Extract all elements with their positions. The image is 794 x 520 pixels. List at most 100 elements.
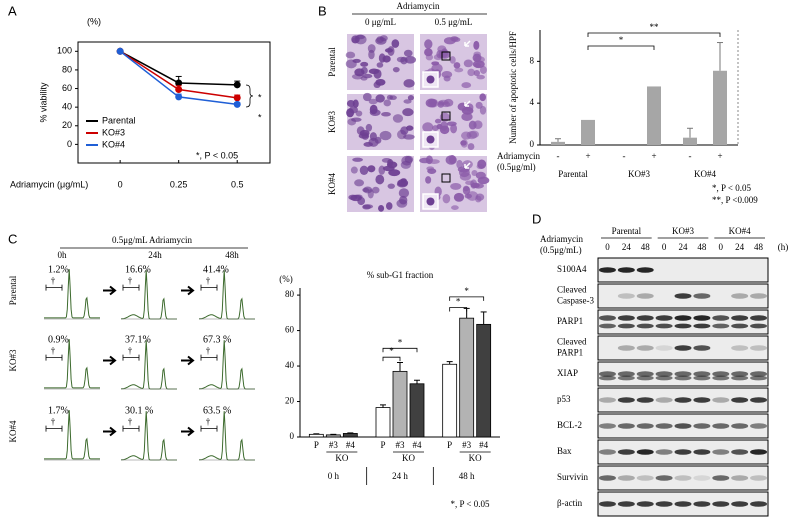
- cell: [479, 65, 487, 74]
- cell: [355, 34, 365, 40]
- column-label: 0h: [58, 250, 68, 260]
- band: [598, 501, 616, 507]
- y-tick-label: 0: [290, 431, 295, 441]
- cell: [422, 122, 434, 133]
- protein-label: PARP1: [557, 348, 583, 358]
- y-axis-label: % viability: [38, 82, 48, 123]
- band: [750, 323, 768, 329]
- row-label: Parental: [8, 275, 18, 305]
- band: [598, 267, 616, 273]
- bar-label: #4: [413, 440, 423, 450]
- cell: [352, 157, 363, 162]
- bar-label: P: [380, 440, 385, 450]
- lane-label: 24: [735, 242, 745, 252]
- data-point: [233, 81, 241, 89]
- band: [693, 315, 711, 321]
- band: [636, 449, 654, 455]
- cell: [392, 114, 404, 123]
- cell: [386, 94, 393, 100]
- cell: [346, 108, 355, 118]
- cell: [375, 174, 385, 185]
- band: [712, 375, 730, 381]
- cell: [352, 58, 361, 63]
- arrow: [103, 285, 117, 296]
- band: [750, 475, 768, 481]
- cell: [404, 56, 417, 64]
- gate-marker: †: [206, 276, 211, 286]
- band: [693, 475, 711, 481]
- cell: [426, 166, 435, 171]
- x-tick-label: 0 h: [328, 471, 340, 481]
- band: [712, 371, 730, 377]
- column-label: 24h: [148, 250, 162, 260]
- significance-bracket: [449, 296, 485, 301]
- band: [674, 345, 692, 351]
- group-label: KO#3: [672, 226, 694, 236]
- cell: [456, 159, 463, 169]
- percentage: 41.4%: [203, 264, 229, 275]
- band: [617, 375, 635, 381]
- lane-label: 48: [754, 242, 764, 252]
- band: [636, 315, 654, 321]
- y-axis-unit: (%): [87, 16, 101, 26]
- cell: [375, 78, 386, 86]
- group-label: KO#4: [694, 169, 716, 179]
- cell: [473, 69, 480, 77]
- cell: [461, 131, 472, 140]
- cell: [404, 155, 414, 164]
- cell: [396, 199, 408, 208]
- cell: [434, 118, 442, 124]
- cell: [443, 75, 451, 82]
- cell: [477, 159, 487, 169]
- gate-marker: †: [51, 417, 56, 427]
- legend-label: KO#4: [102, 139, 125, 149]
- band: [655, 475, 673, 481]
- arrow: [103, 426, 117, 437]
- cell: [473, 51, 481, 57]
- cell: [467, 143, 475, 150]
- band: [636, 323, 654, 329]
- cell: [403, 99, 412, 104]
- gate-marker: †: [206, 417, 211, 427]
- group-label: KO#4: [729, 226, 751, 236]
- bar: [308, 433, 324, 438]
- bar: [647, 86, 661, 145]
- cell: [369, 132, 377, 141]
- column-label: 48h: [225, 250, 239, 260]
- band: [750, 501, 768, 507]
- cell: [382, 165, 395, 172]
- histogram: [44, 269, 100, 319]
- row-label: KO#3: [8, 349, 18, 371]
- band: [636, 501, 654, 507]
- band: [693, 423, 711, 429]
- band: [674, 397, 692, 403]
- band: [674, 501, 692, 507]
- row-label: KO#3: [327, 111, 337, 133]
- bar-label: P: [447, 440, 452, 450]
- y-tick-label: 60: [62, 83, 72, 93]
- band: [617, 423, 635, 429]
- cell: [460, 139, 468, 148]
- lane-label: 48: [641, 242, 651, 252]
- gate: [122, 354, 140, 361]
- cell: [383, 99, 392, 107]
- percentage: 67.3 %: [203, 334, 231, 345]
- cell: [437, 101, 445, 108]
- annotation: *, P < 0.05: [712, 183, 751, 193]
- band: [712, 323, 730, 329]
- cell: [428, 159, 440, 164]
- band: [731, 293, 749, 299]
- significance-bracket: [382, 356, 401, 362]
- treatment-label: Adriamycin: [540, 234, 583, 244]
- roi-box: [441, 51, 451, 61]
- gate: [45, 284, 63, 291]
- band: [655, 397, 673, 403]
- significance-mark: *: [464, 286, 469, 296]
- band: [636, 475, 654, 481]
- band: [693, 501, 711, 507]
- arrow: [103, 355, 117, 366]
- y-axis-label: Number of apoptotic cells/HPF: [508, 31, 518, 144]
- cell: [360, 76, 368, 81]
- gate: [45, 425, 63, 432]
